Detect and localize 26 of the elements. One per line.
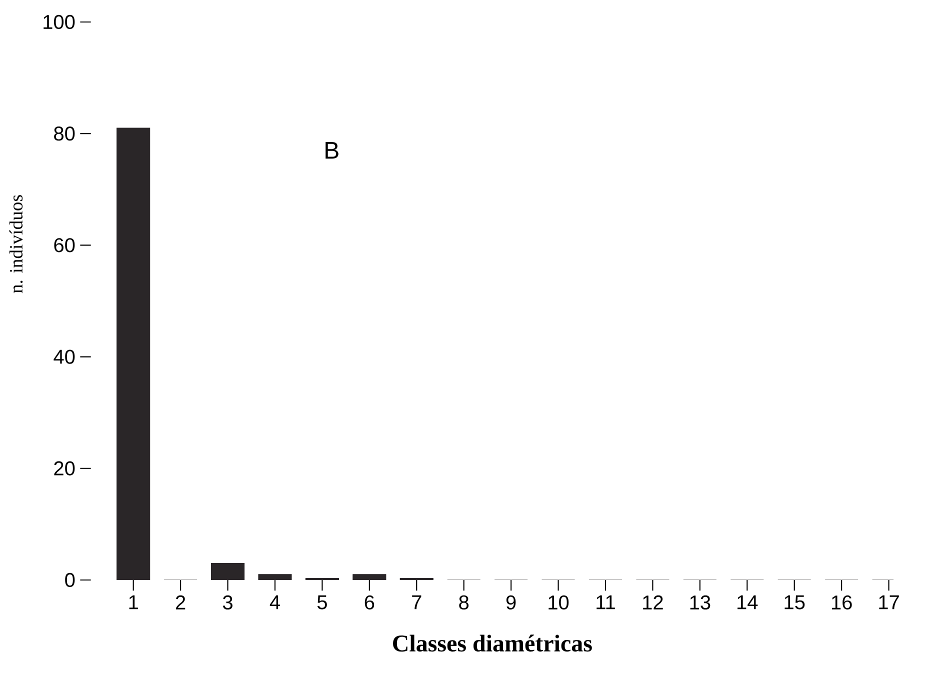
x-tick-label: 9 [506, 595, 516, 610]
x-tick-label: 11 [596, 595, 615, 610]
x-tick-label: 8 [459, 595, 469, 610]
x-tick-label: 7 [412, 595, 422, 610]
y-tick-label: 0 [65, 572, 75, 588]
y-tick-label: 80 [54, 126, 75, 141]
x-tick-label: 16 [832, 595, 852, 610]
x-tick-label: 14 [738, 595, 758, 610]
y-tick-label: 40 [54, 350, 75, 364]
y-tick-label: 20 [54, 461, 75, 476]
x-tick-label: 1 [129, 595, 138, 610]
y-axis-title: n. indivíduos [9, 195, 23, 294]
y-tick-label: 100 [44, 14, 75, 30]
x-tick-label: 6 [364, 595, 374, 610]
x-tick-label: 15 [784, 595, 805, 610]
x-tick-label: 3 [222, 595, 232, 610]
x-tick-label: 10 [548, 595, 569, 610]
x-tick-label: 4 [270, 595, 280, 610]
x-tick-label: 2 [176, 595, 186, 610]
x-tick-label: 13 [690, 595, 710, 610]
x-tick-label: 12 [643, 595, 663, 610]
y-tick-label: 60 [54, 238, 75, 252]
x-axis-title: Classes diamétricas [393, 634, 592, 652]
annotation: B [326, 142, 338, 159]
x-tick-label: 5 [317, 595, 327, 610]
x-tick-label: 17 [879, 595, 899, 610]
